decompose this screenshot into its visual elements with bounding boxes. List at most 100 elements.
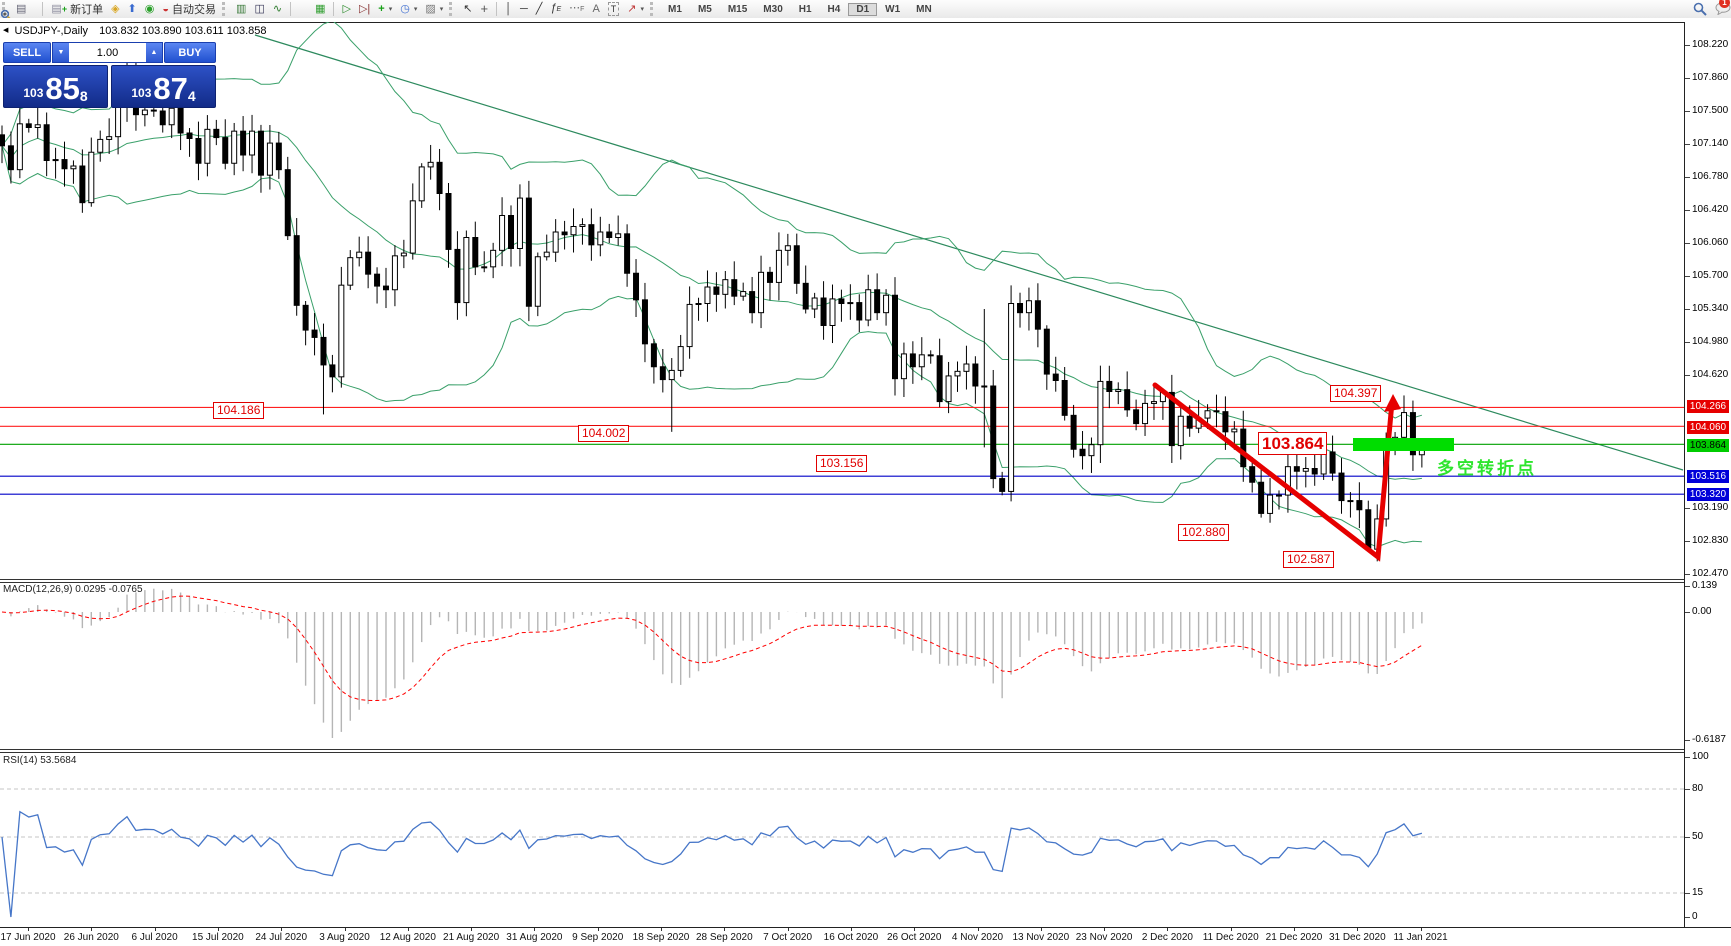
date-label: 3 Aug 2020 [319, 932, 370, 943]
price-level-badge: 104.060 [1687, 420, 1729, 434]
trendline-tool[interactable]: ╱ [532, 2, 547, 16]
price-tick-label: 104.620 [1684, 369, 1729, 380]
tab-timeframe-MN[interactable]: MN [916, 4, 932, 15]
indicators-button[interactable]: + ▾ [374, 2, 396, 16]
rsi-canvas[interactable] [0, 752, 1684, 926]
date-tick [534, 928, 536, 931]
candlestick-button[interactable]: ◫ [250, 2, 268, 16]
price-annotation-label[interactable]: 104.002 [578, 425, 630, 442]
tab-timeframe-H4[interactable]: H4 [827, 4, 841, 15]
volume-decrease-button[interactable]: ▼ [53, 43, 69, 62]
panel-divider[interactable] [0, 749, 1684, 753]
volume-input[interactable] [69, 43, 146, 62]
price-scale[interactable]: 108.220 107.860 107.500 107.140 106.780 106.4… [1684, 18, 1731, 945]
periods-button[interactable]: ◷ ▾ [396, 2, 421, 16]
sell-price-display[interactable]: 103 85 8 [3, 65, 108, 108]
auto-scroll-button[interactable]: ▷ [338, 2, 354, 16]
arrows-icon: ↗ [627, 3, 637, 15]
date-label: 4 Nov 2020 [951, 932, 1004, 943]
price-tick-label: 107.500 [1684, 105, 1729, 116]
new-order-button[interactable]: ▤+ 新订单 [47, 0, 107, 18]
periods-clock-icon: ◷ [400, 3, 410, 15]
date-label: 26 Jun 2020 [63, 932, 119, 943]
signal-icon: ◉ [144, 3, 155, 15]
price-tick-label: 102.830 [1684, 535, 1729, 546]
price-annotation-label[interactable]: 102.587 [1283, 551, 1335, 568]
date-tick [850, 928, 852, 931]
eraser-button[interactable]: ◈ [107, 2, 123, 16]
publish-button[interactable]: ⬆ [124, 2, 141, 16]
arrows-tool[interactable]: ↗ ▾ [623, 2, 648, 16]
indicator-scale-label: -0.6187 [1685, 734, 1726, 745]
new-order-label: 新订单 [70, 4, 104, 16]
chart-window-button[interactable]: ▤ [12, 2, 30, 16]
volume-increase-button[interactable]: ▲ [146, 43, 162, 62]
autotrade-button[interactable]: ◒ 自动交易 [158, 0, 220, 18]
cursor-icon: ↖ [463, 3, 473, 15]
equidistant-channel-tool[interactable]: ƒE [546, 1, 565, 17]
macd-canvas[interactable] [0, 582, 1684, 749]
chart-symbol-line: ◀ USDJPY-,Daily 103.832 103.890 103.611 … [3, 25, 266, 37]
tab-timeframe-M15[interactable]: M15 [727, 4, 748, 15]
text-label-icon: T [607, 2, 620, 16]
tab-timeframe-M30[interactable]: M30 [763, 4, 783, 15]
price-annotation-label[interactable]: 102.880 [1178, 524, 1230, 541]
buy-price-display[interactable]: 103 87 4 [111, 65, 216, 108]
chat-button[interactable]: 1 [1715, 0, 1731, 15]
price-annotation-label[interactable]: 104.397 [1330, 385, 1382, 402]
tab-timeframe-M5[interactable]: M5 [697, 4, 712, 15]
date-axis[interactable]: 17 Jun 2020 26 Jun 2020 6 Jul 2020 15 Jul 2… [0, 927, 1731, 946]
tile-windows-icon: ▦ [315, 3, 326, 15]
crosshair-tool[interactable]: + [476, 2, 492, 16]
price-tick-label: 106.060 [1684, 237, 1729, 248]
chart-window[interactable]: ◀ USDJPY-,Daily 103.832 103.890 103.611 … [0, 18, 1731, 945]
date-tick [1420, 928, 1422, 931]
bar-chart-button[interactable]: ▥ [232, 2, 250, 16]
price-annotation-label[interactable]: 104.186 [213, 402, 265, 419]
sell-price-main: 85 [45, 71, 80, 106]
tab-timeframe-D1[interactable]: D1 [848, 3, 878, 16]
vertical-line-tool[interactable]: │ [501, 2, 516, 16]
templates-button[interactable]: ▨ ▾ [421, 2, 447, 16]
price-tick-label: 105.340 [1684, 303, 1729, 314]
zoom-in-button[interactable] [0, 8, 303, 21]
date-tick [977, 928, 979, 931]
price-annotation-label[interactable]: 103.864 [1258, 432, 1328, 455]
search-button[interactable] [1693, 1, 1707, 16]
signal-button[interactable]: ◉ [141, 2, 159, 16]
horizontal-line-tool[interactable]: ─ [516, 2, 532, 16]
zoom-out-button[interactable] [0, 8, 311, 21]
template-icon: ▨ [425, 3, 436, 15]
tab-timeframe-H1[interactable]: H1 [798, 4, 812, 15]
chart-shift-button[interactable]: ▷| [355, 2, 374, 16]
date-tick [91, 928, 93, 931]
date-label: 28 Sep 2020 [695, 932, 753, 943]
volume-stepper: ▼ ▲ [52, 42, 163, 63]
chevron-down-icon: ▾ [439, 6, 444, 13]
pivot-note-cn[interactable]: 多空转折点 [1437, 459, 1537, 478]
text-tool[interactable]: A [588, 2, 603, 16]
tab-timeframe-W1[interactable]: W1 [885, 4, 901, 15]
tab-timeframe-M1[interactable]: M1 [668, 4, 682, 15]
timeframe-bar: M1 M5 M15 M30 H1 H4 D1 W1 MN [660, 3, 940, 16]
chat-badge: 1 [1719, 0, 1730, 8]
cursor-tool[interactable]: ↖ [459, 2, 476, 16]
line-chart-button[interactable]: ∿ [269, 2, 286, 16]
indicator-scale-label: 100 [1685, 751, 1709, 762]
panel-divider[interactable] [0, 579, 1684, 583]
price-annotation-label[interactable]: 103.156 [816, 455, 868, 472]
sell-button[interactable]: SELL [3, 42, 51, 63]
fibonacci-tool[interactable]: ⋯F [565, 1, 588, 17]
date-label: 31 Dec 2020 [1328, 932, 1386, 943]
print-preview-button[interactable] [0, 8, 38, 21]
date-label: 26 Oct 2020 [886, 932, 942, 943]
tile-windows-button[interactable]: ▦ [311, 2, 329, 16]
text-label-tool[interactable]: T [604, 1, 624, 17]
price-tick-label: 103.190 [1684, 502, 1729, 513]
toolbar-grip[interactable] [2, 2, 10, 16]
main-chart-canvas[interactable] [0, 22, 1684, 579]
indicator-scale-label: 0.00 [1684, 606, 1712, 617]
candlestick-icon: ◫ [254, 3, 265, 15]
buy-button[interactable]: BUY [164, 42, 216, 63]
price-level-badge: 103.516 [1687, 469, 1729, 483]
